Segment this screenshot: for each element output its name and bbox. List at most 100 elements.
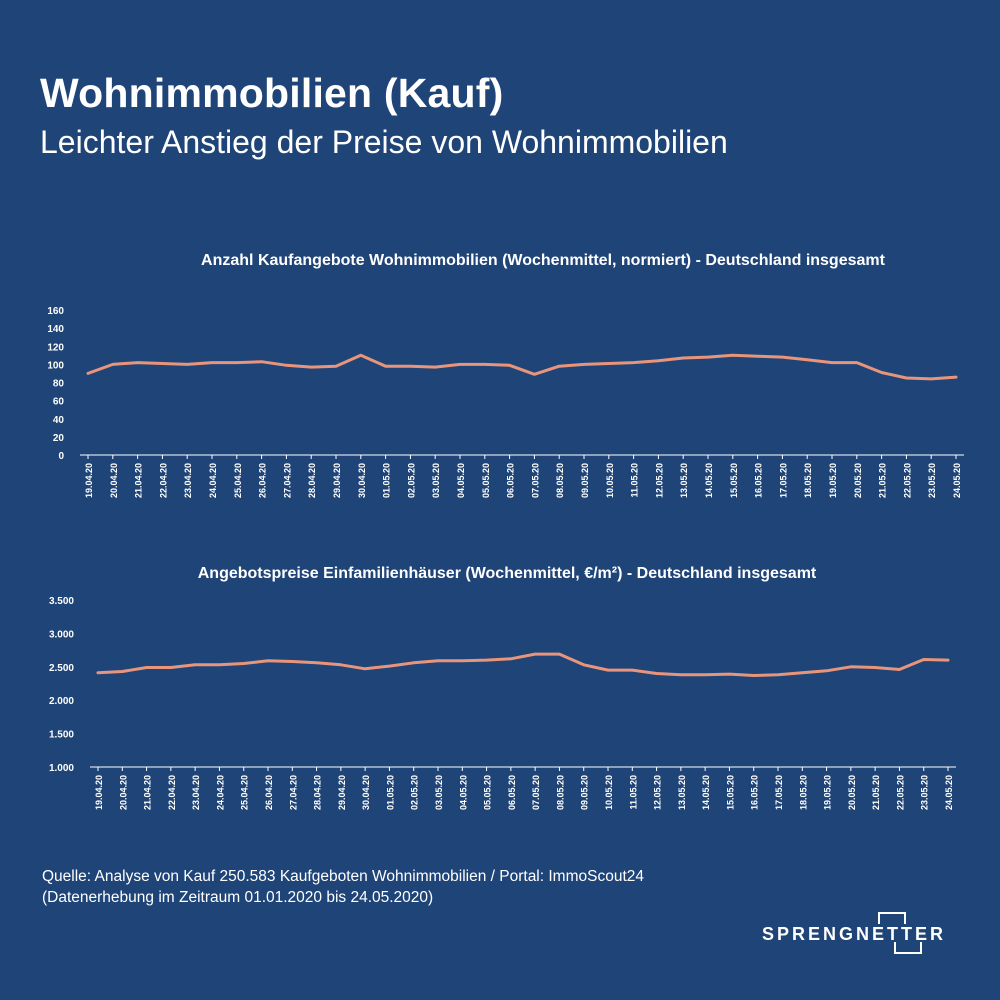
data-point — [111, 363, 115, 366]
data-point — [334, 364, 338, 368]
offers-count-plot: 0 20 40 60 80 100 120 140 160 19.04.20 20.04.20 21.… — [47, 306, 964, 498]
x-tick-label: 12.05.20 — [654, 463, 664, 498]
logo-text: SPRENGNETTER — [762, 924, 947, 944]
data-point — [242, 662, 245, 665]
data-point — [682, 356, 685, 360]
x-tick-label: 26.04.20 — [264, 775, 274, 810]
data-point — [849, 665, 853, 668]
x-tick-label: 18.05.20 — [803, 463, 813, 498]
x-tick-label: 20.05.20 — [853, 463, 863, 498]
data-point — [436, 659, 440, 662]
x-tick-label: 17.05.20 — [778, 463, 788, 498]
x-tick-label: 23.04.20 — [191, 775, 201, 810]
x-tick-label: 29.04.20 — [332, 463, 342, 498]
x-tick-label: 19.04.20 — [94, 775, 104, 810]
x-tick-label: 19.04.20 — [84, 463, 94, 498]
x-tick-label: 21.04.20 — [134, 463, 144, 498]
data-point — [657, 359, 660, 362]
y-tick-label: 0 — [58, 451, 64, 462]
y-tick-label: 80 — [53, 379, 65, 390]
data-point — [186, 363, 189, 366]
y-tick-label: 120 — [47, 342, 64, 353]
y-tick-label: 3.000 — [49, 629, 74, 640]
series-line — [96, 652, 950, 677]
offers-count-chart: Anzahl Kaufangebote Wohnimmobilien (Woch… — [0, 240, 1000, 530]
x-tick-label: 20.04.20 — [118, 775, 128, 810]
x-tick-label: 28.04.20 — [313, 775, 323, 810]
data-point — [145, 666, 148, 669]
x-tick-label: 21.04.20 — [143, 775, 153, 810]
x-tick-label: 01.05.20 — [385, 775, 395, 810]
data-point — [632, 361, 635, 364]
data-point — [409, 364, 412, 368]
x-tick-label: 27.04.20 — [282, 463, 292, 498]
data-point — [558, 364, 561, 368]
data-point — [558, 652, 561, 656]
source-period-line: (Datenerhebung im Zeitraum 01.01.2020 bi… — [42, 889, 434, 906]
x-tick-label: 19.05.20 — [828, 463, 838, 498]
data-point — [830, 361, 834, 364]
y-tick-label: 2.000 — [49, 696, 74, 707]
x-tick-label: 03.05.20 — [434, 775, 444, 810]
chart-title: Angebotspreise Einfamilienhäuser (Wochen… — [197, 565, 817, 582]
data-point — [873, 666, 877, 669]
x-tick-label: 11.05.20 — [628, 775, 638, 810]
data-point — [533, 652, 537, 656]
data-point — [483, 363, 486, 366]
logo-bracket-bottom — [894, 942, 922, 954]
y-tick-label: 40 — [53, 415, 65, 426]
x-tick-label: 29.04.20 — [337, 775, 347, 810]
data-point — [86, 372, 90, 375]
data-point — [235, 361, 238, 364]
x-tick-label: 13.05.20 — [679, 463, 689, 498]
data-point — [96, 671, 100, 675]
data-point — [384, 364, 387, 368]
source-note: Quelle: Analyse von Kauf 250.583 Kaufgeb… — [42, 866, 644, 908]
series-line — [86, 353, 958, 381]
x-tick-label: 03.05.20 — [431, 463, 441, 498]
data-point — [291, 660, 294, 663]
x-tick-label: 21.05.20 — [871, 775, 881, 810]
y-tick-label: 1.000 — [49, 763, 74, 774]
data-point — [756, 355, 759, 358]
data-point — [388, 664, 391, 668]
x-tick-label: 28.04.20 — [307, 463, 317, 498]
data-point — [582, 663, 585, 666]
logo-bracket-top — [878, 912, 906, 924]
x-tick-label: 22.04.20 — [167, 775, 177, 810]
x-tick-label: 09.05.20 — [580, 775, 590, 810]
data-point — [855, 361, 858, 364]
data-point — [266, 659, 270, 662]
x-tick-label: 20.04.20 — [109, 463, 119, 498]
x-tick-label: 14.05.20 — [701, 775, 711, 810]
x-tick-label: 09.05.20 — [580, 463, 590, 498]
x-tick-label: 14.05.20 — [704, 463, 714, 498]
data-point — [606, 668, 610, 672]
x-tick-label: 16.05.20 — [754, 463, 764, 498]
data-point — [359, 354, 362, 357]
data-point — [310, 365, 313, 369]
page-title: Wohnimmobilien (Kauf) — [40, 70, 504, 116]
data-point — [509, 657, 513, 660]
data-point — [285, 364, 288, 367]
data-point — [776, 673, 780, 677]
data-point — [218, 663, 221, 666]
x-tick-label: 06.05.20 — [507, 775, 517, 810]
x-tick-label: 26.04.20 — [258, 463, 268, 498]
y-tick-label: 100 — [47, 360, 64, 371]
data-point — [607, 362, 610, 365]
data-point — [679, 673, 683, 677]
x-tick-label: 30.04.20 — [357, 463, 367, 498]
x-tick-label: 13.05.20 — [677, 775, 687, 810]
data-point — [731, 354, 734, 357]
data-point — [703, 673, 707, 677]
x-tick-label: 05.05.20 — [481, 463, 491, 498]
data-point — [161, 362, 164, 365]
data-point — [655, 672, 658, 675]
x-tick-label: 07.05.20 — [530, 463, 540, 498]
x-tick-label: 22.05.20 — [895, 775, 905, 810]
data-point — [169, 666, 173, 669]
data-point — [121, 670, 124, 673]
data-point — [434, 365, 437, 369]
data-point — [930, 377, 933, 381]
